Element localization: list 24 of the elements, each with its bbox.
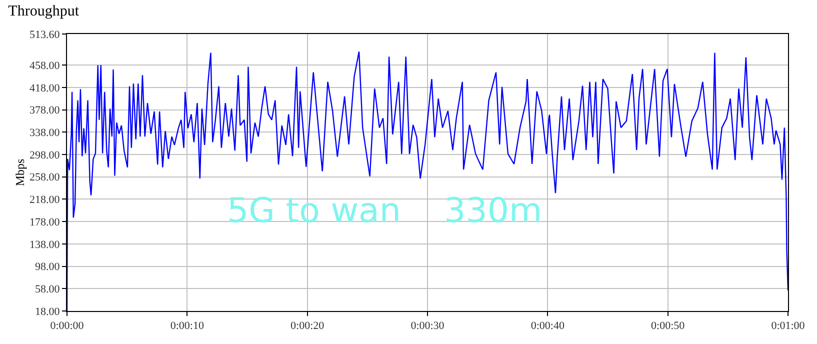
- x-tick-label: 0:00:10: [170, 320, 204, 332]
- annotation: 5G to wan 330m: [227, 191, 542, 231]
- x-tick-label: 0:00:30: [410, 320, 445, 332]
- y-tick-label: 178.00: [30, 216, 60, 228]
- x-tick-label: 0:00:00: [50, 320, 84, 332]
- y-tick-label: 378.00: [30, 104, 60, 117]
- y-tick-label: 418.00: [30, 82, 60, 94]
- x-tick-label: 0:00:40: [530, 320, 565, 332]
- x-tick-label: 0:00:50: [651, 320, 686, 332]
- y-tick-label: 218.00: [30, 194, 60, 206]
- y-tick-label: 138.00: [30, 238, 60, 251]
- y-tick-label: 298.00: [30, 149, 60, 162]
- chart-title: Throughput: [8, 4, 80, 20]
- y-tick-label: 58.00: [35, 283, 60, 296]
- y-tick-label: 258.00: [30, 172, 60, 184]
- line-series: [67, 51, 788, 311]
- y-tick-label: 458.00: [30, 60, 60, 72]
- y-tick-label: 98.00: [35, 261, 60, 274]
- y-tick-label: 18.00: [35, 306, 60, 318]
- y-axis-title: Mbps: [12, 158, 27, 186]
- y-tick-label: 513.60: [30, 28, 60, 41]
- x-tick-label: 0:01:00: [771, 320, 806, 332]
- y-tick-label: 338.00: [30, 127, 60, 139]
- x-tick-label: 0:00:20: [290, 320, 325, 332]
